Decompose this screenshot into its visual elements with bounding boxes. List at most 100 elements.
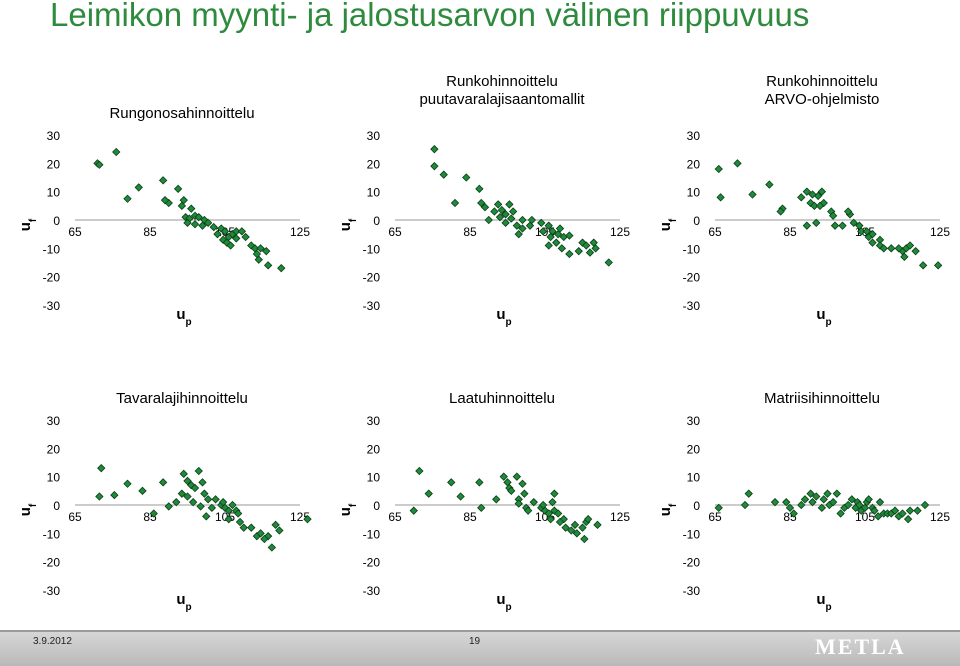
- scatter-point: [557, 244, 567, 253]
- scatter-point: [409, 506, 418, 515]
- scatter-point: [894, 244, 903, 253]
- scatter-point: [241, 232, 250, 242]
- scatter-point: [572, 529, 582, 538]
- scatter-point: [450, 198, 460, 208]
- scatter-point: [256, 244, 265, 253]
- scatter-point: [198, 478, 207, 487]
- scatter-point: [819, 495, 828, 504]
- scatter-point: [873, 512, 883, 521]
- scatter-point: [247, 523, 256, 532]
- scatter-point: [263, 261, 273, 270]
- scatter-point: [748, 190, 757, 199]
- scatter-point: [900, 252, 909, 261]
- y-tick-label: 0: [373, 499, 380, 513]
- y-tick-label: 20: [367, 442, 381, 456]
- scatter-point: [187, 204, 196, 213]
- y-tick-label: 20: [47, 157, 61, 171]
- scatter-point: [546, 515, 555, 524]
- scatter-point: [537, 218, 546, 227]
- chart-title-line: Runkohinnoittelu: [766, 73, 878, 90]
- y-tick-label: 30: [47, 414, 61, 428]
- scatter-point: [177, 201, 187, 210]
- scatter-point: [183, 492, 192, 501]
- scatter-point: [507, 486, 516, 495]
- y-tick-label: -10: [683, 527, 701, 541]
- x-tick-label: 65: [388, 510, 402, 524]
- scatter-point: [561, 523, 570, 532]
- y-tick-label: -30: [363, 299, 381, 313]
- scatter-point: [565, 249, 574, 259]
- chart-title-line: puutavaralajisaantomallit: [419, 91, 585, 108]
- scatter-point: [817, 503, 827, 512]
- y-tick-label: -10: [43, 242, 61, 256]
- scatter-point: [267, 543, 277, 552]
- y-tick-label: 30: [47, 129, 61, 143]
- scatter-point: [828, 498, 838, 507]
- scatter-point: [190, 483, 200, 493]
- scatter-point: [548, 498, 557, 507]
- scatter-point: [815, 201, 825, 210]
- y-tick-label: -30: [363, 584, 381, 598]
- scatter-point: [578, 523, 587, 532]
- scatter-point: [220, 227, 230, 236]
- scatter-point: [275, 526, 284, 535]
- scatter-point: [260, 534, 269, 544]
- y-axis-label: uf: [17, 218, 39, 231]
- scatter-point: [495, 213, 505, 222]
- chart-title-line: Rungonosahinnoittelu: [109, 105, 254, 122]
- y-tick-label: 30: [367, 414, 381, 428]
- scatter-point: [110, 490, 119, 500]
- x-axis-label: up: [496, 591, 511, 613]
- scatter-point: [232, 234, 241, 243]
- chart-laatuhinnoittelu: Laatuhinnoittelu 30 20 10 0 -10 -20 -30 65 85 105 1…: [320, 345, 640, 625]
- x-tick-label: 65: [708, 225, 722, 239]
- y-tick-label: 10: [47, 186, 61, 200]
- scatter-point: [194, 213, 203, 222]
- scatter-point: [183, 476, 192, 486]
- y-tick-label: -30: [43, 584, 61, 598]
- scatter-point: [574, 247, 583, 256]
- scatter-point: [183, 218, 192, 227]
- scatter-point: [849, 218, 858, 227]
- footer-page-number: 19: [469, 636, 481, 647]
- scatter-point: [173, 184, 183, 193]
- x-tick-label: 125: [290, 225, 310, 239]
- footer-bar: [0, 630, 960, 666]
- scatter-point: [520, 489, 529, 498]
- scatter-point: [740, 500, 750, 510]
- scatter-point: [202, 512, 211, 521]
- scatter-point: [810, 201, 819, 210]
- scatter-point: [898, 509, 907, 518]
- x-tick-label: 85: [463, 225, 477, 239]
- scatter-point: [424, 489, 433, 498]
- scatter-point: [172, 498, 181, 507]
- y-tick-label: 10: [47, 471, 61, 485]
- scatter-point: [507, 214, 516, 223]
- scatter-point: [802, 221, 812, 230]
- scatter-point: [870, 506, 879, 515]
- scatter-point: [226, 241, 235, 250]
- scatter-point: [565, 231, 574, 240]
- scatter-point: [797, 193, 806, 202]
- footer-date: 3.9.2012: [33, 636, 72, 647]
- x-axis-label: up: [176, 591, 191, 613]
- y-tick-label: 30: [687, 129, 701, 143]
- scatter-point: [555, 517, 565, 527]
- scatter-point: [262, 247, 271, 256]
- scatter-point: [836, 509, 845, 518]
- scatter-point: [477, 198, 486, 208]
- scatter-point: [812, 492, 821, 501]
- y-tick-label: 0: [53, 499, 60, 513]
- y-tick-label: 20: [687, 157, 701, 171]
- y-tick-label: -30: [683, 299, 701, 313]
- y-tick-label: -30: [683, 584, 701, 598]
- scatter-point: [918, 261, 928, 270]
- y-tick-label: -10: [363, 527, 381, 541]
- scatter-point: [868, 238, 877, 247]
- scatter-point: [808, 498, 817, 507]
- scatter-point: [580, 534, 589, 544]
- scatter-point: [830, 221, 840, 230]
- scatter-point: [203, 495, 213, 504]
- scatter-point: [179, 469, 188, 478]
- x-tick-label: 125: [610, 225, 630, 239]
